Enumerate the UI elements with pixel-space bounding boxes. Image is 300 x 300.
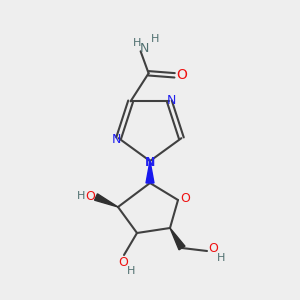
Text: O: O xyxy=(180,191,190,205)
Text: N: N xyxy=(145,155,155,169)
Polygon shape xyxy=(146,161,154,183)
Text: H: H xyxy=(132,38,141,48)
Text: N: N xyxy=(167,94,176,107)
Text: O: O xyxy=(118,256,128,268)
Text: N: N xyxy=(140,42,149,55)
Text: N: N xyxy=(112,133,121,146)
Text: H: H xyxy=(217,253,225,263)
Text: H: H xyxy=(127,266,135,276)
Text: H: H xyxy=(77,191,85,201)
Polygon shape xyxy=(94,194,118,207)
Text: H: H xyxy=(150,34,159,44)
Polygon shape xyxy=(170,228,185,250)
Text: O: O xyxy=(208,242,218,256)
Text: O: O xyxy=(176,68,187,82)
Text: O: O xyxy=(85,190,95,202)
